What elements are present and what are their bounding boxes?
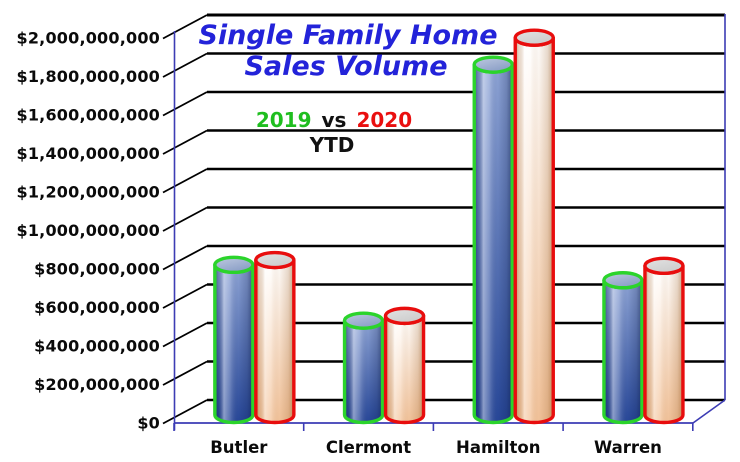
cylinder-2019-warren xyxy=(602,271,644,425)
bars-layer xyxy=(213,28,685,425)
y-axis-labels: $0 $200,000,000 $400,000,000 $600,000,000 $8… xyxy=(17,29,161,433)
cylinder-body-shade xyxy=(472,62,514,425)
y-axis-tick-label: $1,200,000,000 xyxy=(17,183,161,202)
cylinder-body-shade xyxy=(383,314,426,425)
cylinder-body-shade xyxy=(513,36,555,425)
y-axis-tick-label: $1,600,000,000 xyxy=(17,106,161,125)
cylinder-cap xyxy=(602,271,644,290)
cylinder-cap xyxy=(383,306,426,326)
legend-2020-label: 2020 xyxy=(356,108,412,132)
y-axis-tick-label: $1,000,000,000 xyxy=(17,221,161,240)
chart-title-line-1: Single Family Home xyxy=(198,20,497,51)
category-label: Butler xyxy=(210,438,268,457)
y-axis-tick-line xyxy=(162,52,208,78)
cylinder-2020-hamilton xyxy=(513,28,555,425)
cylinder-body-shade xyxy=(213,263,255,425)
legend-2019-label: 2019 xyxy=(256,108,312,132)
cylinder-body-shade xyxy=(254,258,296,425)
y-axis-tick-line xyxy=(162,14,208,40)
y-axis-tick-line xyxy=(162,245,208,271)
category-label: Clermont xyxy=(326,438,411,457)
legend-ytd-label: YTD xyxy=(309,133,355,157)
y-axis-tick-label: $0 xyxy=(137,414,160,433)
cylinder-2019-clermont xyxy=(342,311,385,425)
y-axis-tick-line xyxy=(162,129,208,155)
cylinder-cap xyxy=(342,311,385,330)
y-axis-tick-line xyxy=(162,283,208,309)
cylinder-body-shade xyxy=(342,318,385,425)
cylinder-2020-clermont xyxy=(383,306,426,425)
cylinder-cap xyxy=(513,28,555,47)
y-axis-tick-label: $400,000,000 xyxy=(34,337,160,356)
x-axis-labels: Butler Clermont Hamilton Warren xyxy=(210,438,662,457)
cylinder-2019-butler xyxy=(213,255,255,425)
cylinder-cap xyxy=(643,256,685,276)
y-axis-tick-line xyxy=(162,360,208,386)
cylinder-2020-butler xyxy=(254,250,296,425)
y-axis-tick-label: $1,800,000,000 xyxy=(17,67,161,86)
category-label: Warren xyxy=(594,438,662,457)
y-axis-tick-label: $600,000,000 xyxy=(34,298,160,317)
cylinder-body-shade xyxy=(602,278,644,425)
y-axis-tick-label: $2,000,000,000 xyxy=(17,29,161,48)
floor-corner-edge xyxy=(692,399,726,424)
legend-vs-label: vs xyxy=(322,108,347,132)
cylinder-cap xyxy=(254,250,296,270)
y-axis-tick-line xyxy=(162,206,208,232)
y-axis-tick-line xyxy=(162,399,208,425)
cylinder-cap xyxy=(213,255,255,275)
cylinder-2020-warren xyxy=(643,256,685,425)
y-axis-tick-label: $200,000,000 xyxy=(34,375,160,394)
cylinder-body-shade xyxy=(643,264,685,425)
y-axis-tick-label: $1,400,000,000 xyxy=(17,144,161,163)
y-axis-tick-line xyxy=(162,91,208,117)
cylinder-cap xyxy=(472,55,514,74)
category-label: Hamilton xyxy=(456,438,540,457)
legend-line: 2019 vs 2020 xyxy=(256,108,412,132)
y-axis-tick-label: $800,000,000 xyxy=(34,260,160,279)
y-axis-tick-line xyxy=(162,322,208,348)
y-axis-tick-line xyxy=(162,168,208,194)
chart-title-line-2: Sales Volume xyxy=(244,51,447,82)
cylinder-2019-hamilton xyxy=(472,55,514,425)
